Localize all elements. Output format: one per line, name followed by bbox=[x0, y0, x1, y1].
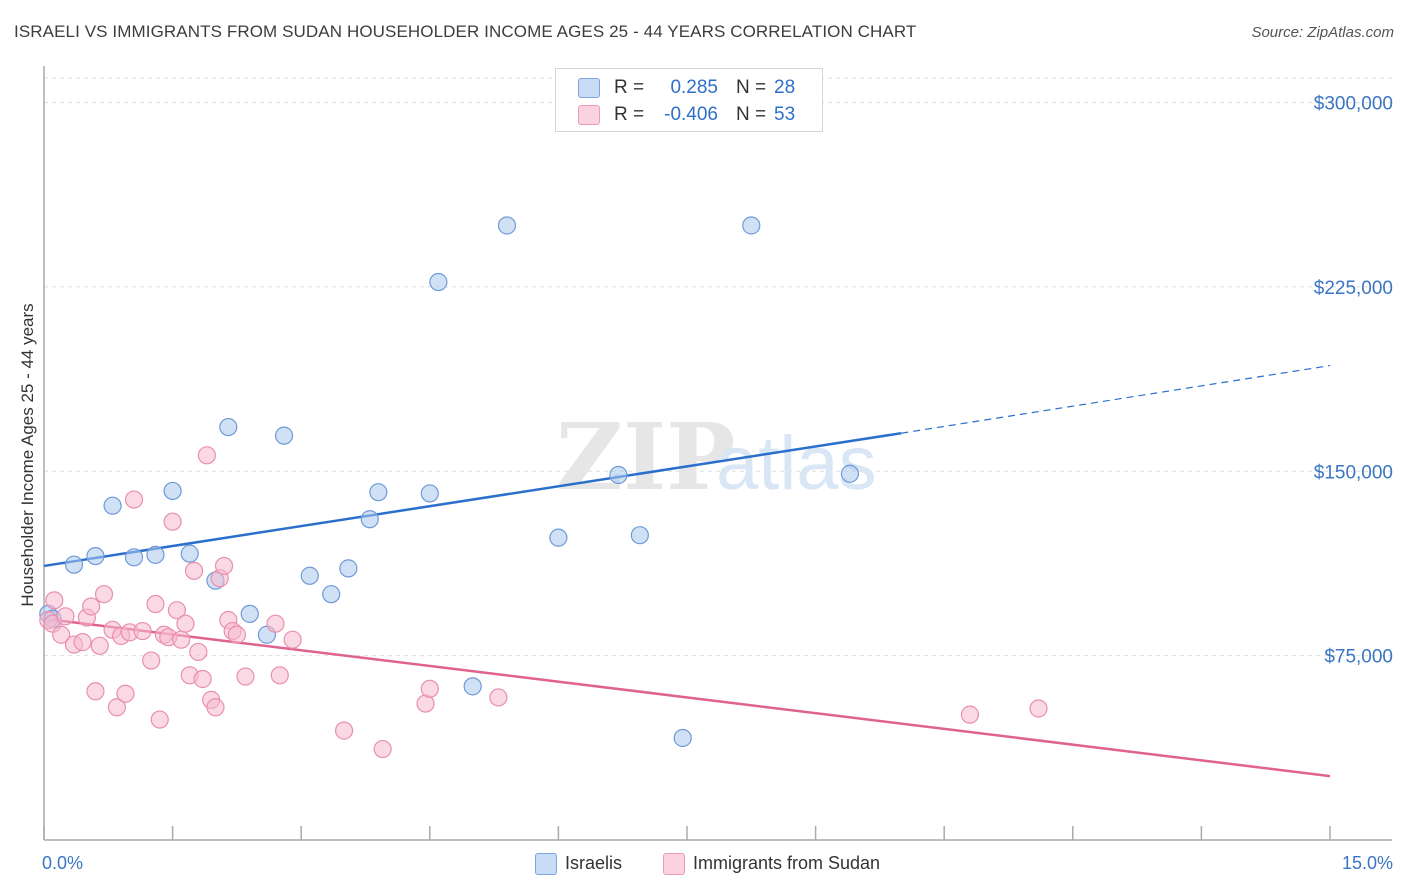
data-point bbox=[300, 566, 319, 585]
data-point bbox=[840, 464, 859, 483]
data-point bbox=[497, 216, 517, 235]
legend-swatch-sudan bbox=[578, 105, 600, 125]
data-point bbox=[673, 728, 692, 748]
data-point bbox=[116, 684, 135, 703]
data-point bbox=[45, 591, 64, 610]
watermark-zip: ZIP bbox=[556, 403, 735, 511]
data-point bbox=[64, 555, 84, 574]
data-point bbox=[163, 481, 182, 501]
y-tick-label: $300,000 bbox=[1314, 94, 1393, 115]
y-tick-label: $150,000 bbox=[1314, 462, 1393, 483]
data-point bbox=[197, 446, 216, 465]
data-point bbox=[283, 630, 302, 649]
data-point bbox=[73, 633, 92, 652]
y-tick-labels: $75,000 $150,000 $225,000 $300,000 bbox=[1314, 94, 1393, 668]
data-point bbox=[630, 526, 649, 545]
data-point bbox=[86, 546, 105, 566]
data-point bbox=[56, 607, 75, 626]
data-point bbox=[103, 496, 122, 515]
data-point bbox=[142, 651, 161, 670]
stats-legend: R = 0.285 N = 28 R = -0.406 N = 53 bbox=[555, 68, 823, 132]
bottom-legend-swatch-israelis bbox=[535, 853, 557, 875]
data-point bbox=[163, 512, 182, 531]
y-axis-label: Householder Income Ages 25 - 44 years bbox=[18, 303, 37, 607]
trend-line-1 bbox=[43, 617, 1331, 778]
data-point bbox=[960, 705, 980, 724]
data-point bbox=[176, 614, 195, 633]
data-point bbox=[463, 677, 482, 696]
data-point bbox=[270, 666, 289, 685]
legend-r-label: R = bbox=[614, 104, 645, 125]
data-point bbox=[420, 679, 439, 698]
data-point bbox=[86, 682, 105, 701]
legend-n-label: N = bbox=[736, 104, 767, 125]
data-point bbox=[133, 621, 152, 641]
x-tick-label-min: 0.0% bbox=[42, 853, 83, 873]
data-point bbox=[489, 688, 508, 707]
data-point bbox=[373, 739, 392, 759]
data-point bbox=[94, 585, 114, 604]
data-point bbox=[90, 636, 109, 655]
data-point bbox=[429, 272, 448, 292]
legend-r-label: R = bbox=[614, 77, 645, 98]
legend-n-value: 28 bbox=[774, 77, 796, 98]
data-point bbox=[172, 630, 191, 649]
source-credit: Source: ZipAtlas.com bbox=[1251, 24, 1394, 41]
trend-lines bbox=[43, 365, 1331, 778]
data-point bbox=[180, 544, 199, 563]
x-tick-label-max: 15.0% bbox=[1342, 853, 1393, 873]
data-point bbox=[146, 594, 165, 614]
data-point bbox=[227, 625, 246, 644]
bottom-legend-swatch-sudan bbox=[663, 853, 685, 875]
data-point bbox=[107, 698, 126, 717]
axes bbox=[43, 66, 1392, 841]
data-point bbox=[236, 667, 255, 686]
legend-r-value: -0.406 bbox=[664, 104, 718, 125]
data-point bbox=[339, 559, 358, 578]
x-tick-labels: 0.0% 15.0% bbox=[42, 853, 1393, 873]
data-point bbox=[742, 216, 761, 235]
data-point bbox=[369, 483, 388, 502]
chart-title: ISRAELI VS IMMIGRANTS FROM SUDAN HOUSEHO… bbox=[14, 22, 917, 41]
gridlines bbox=[44, 77, 1392, 657]
data-point bbox=[206, 698, 225, 717]
data-point bbox=[214, 556, 234, 576]
data-point bbox=[82, 597, 101, 616]
data-point bbox=[266, 614, 285, 633]
watermark-atlas: atlas bbox=[716, 421, 877, 506]
legend-n-label: N = bbox=[736, 77, 767, 98]
data-point bbox=[274, 426, 294, 445]
data-point bbox=[240, 604, 259, 623]
data-point bbox=[150, 710, 169, 729]
trend-line-extension-0 bbox=[901, 365, 1331, 434]
data-point bbox=[167, 601, 186, 620]
data-point bbox=[360, 510, 379, 529]
data-point bbox=[184, 561, 204, 580]
data-points bbox=[39, 216, 1048, 759]
data-point bbox=[420, 484, 439, 503]
data-point bbox=[334, 721, 354, 740]
trend-line-0 bbox=[43, 431, 902, 568]
y-tick-label: $225,000 bbox=[1314, 278, 1393, 299]
data-point bbox=[219, 417, 238, 437]
data-point bbox=[124, 490, 144, 509]
data-point bbox=[322, 585, 341, 604]
data-point bbox=[146, 545, 165, 564]
legend-r-value: 0.285 bbox=[670, 77, 718, 98]
bottom-legend-label-sudan: Immigrants from Sudan bbox=[693, 853, 881, 873]
data-point bbox=[52, 625, 71, 644]
data-point bbox=[189, 642, 208, 662]
data-point bbox=[193, 669, 212, 689]
data-point bbox=[1029, 699, 1048, 718]
bottom-legend-label-israelis: Israelis bbox=[565, 853, 623, 873]
data-point bbox=[549, 528, 568, 547]
legend-swatch-israelis bbox=[578, 78, 600, 98]
y-tick-label: $75,000 bbox=[1324, 647, 1393, 668]
data-point bbox=[124, 548, 144, 567]
legend-n-value: 53 bbox=[774, 104, 796, 125]
data-point bbox=[609, 465, 628, 485]
